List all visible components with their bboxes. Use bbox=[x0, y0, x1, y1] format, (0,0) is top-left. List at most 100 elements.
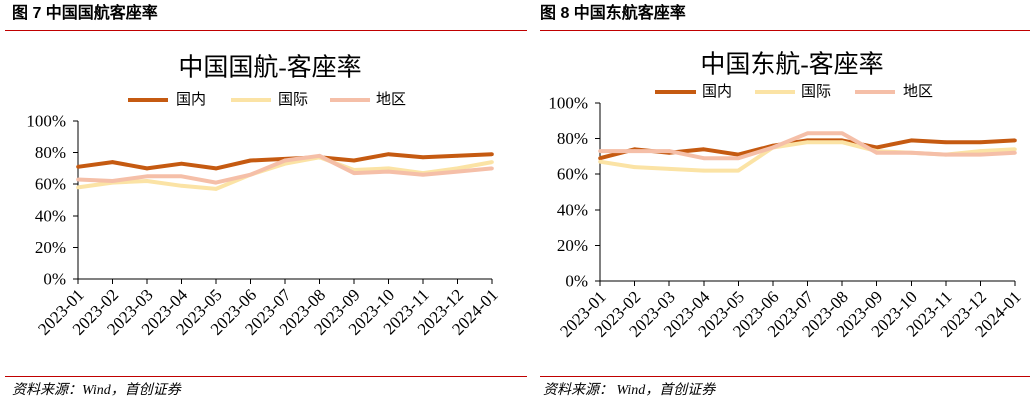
chart-china-eastern-load-factor: 中国东航-客座率 国内 国际 地区 0%20%40%60%80%100%2023… bbox=[548, 51, 1024, 341]
data-point-international bbox=[386, 166, 391, 171]
data-point-regional bbox=[736, 156, 741, 160]
series-regional bbox=[598, 131, 1017, 161]
data-point-regional bbox=[978, 152, 983, 157]
source-note: 资料来源： Wind，首创证券 bbox=[543, 383, 716, 398]
data-point-regional bbox=[1013, 151, 1017, 155]
chart-air-china-load-factor: 中国国航-客座率 国内 国际 地区 0%20%40%60%80%100%2023… bbox=[26, 54, 501, 339]
data-point-domestic bbox=[455, 154, 460, 158]
source-note: 资料来源：Wind，首创证券 bbox=[12, 383, 181, 398]
data-point-domestic bbox=[214, 166, 218, 171]
data-point-international bbox=[840, 140, 844, 144]
legend: 国内 国际 地区 bbox=[655, 83, 933, 100]
legend-item-international: 国际 bbox=[755, 83, 831, 100]
data-point-regional bbox=[421, 172, 425, 177]
chart-title: 中国东航-客座率 bbox=[700, 51, 883, 79]
caption-rule bbox=[540, 30, 1030, 31]
data-point-regional bbox=[352, 171, 356, 175]
data-point-international bbox=[805, 140, 810, 144]
data-point-regional bbox=[455, 169, 460, 174]
series-regional bbox=[76, 153, 494, 185]
series-line-regional bbox=[600, 131, 1016, 161]
data-point-regional bbox=[632, 149, 637, 153]
figure-8-panel: 图 8 中国东航客座率 中国东航-客座率 国内 国际 地区 0% 20% 40% 60… bbox=[532, 0, 1032, 405]
data-point-regional bbox=[805, 131, 810, 136]
legend-item-domestic: 国内 bbox=[655, 83, 732, 100]
data-point-international bbox=[179, 184, 184, 188]
data-point-domestic bbox=[909, 138, 914, 143]
data-point-international bbox=[667, 167, 671, 171]
legend-label-domestic: 国内 bbox=[176, 91, 206, 108]
data-point-domestic bbox=[145, 166, 149, 171]
data-point-regional bbox=[598, 149, 602, 153]
legend-label-regional: 地区 bbox=[903, 83, 933, 100]
figure-caption: 图 8 中国东航客座率 bbox=[540, 5, 686, 22]
legend-label-international: 国际 bbox=[278, 91, 308, 108]
data-point-international bbox=[490, 160, 494, 164]
caption-rule bbox=[5, 30, 527, 31]
y-tick-label: 60% bbox=[557, 165, 588, 184]
plot-series bbox=[76, 152, 494, 191]
data-point-regional bbox=[179, 174, 184, 179]
y-tick-label: 0% bbox=[43, 270, 66, 289]
figure-caption: 图 7 中国国航客座率 bbox=[12, 5, 158, 22]
data-point-international bbox=[978, 149, 983, 153]
source-rule bbox=[540, 376, 1030, 377]
data-point-domestic bbox=[702, 147, 706, 152]
data-point-domestic bbox=[76, 165, 80, 169]
legend-item-international: 国际 bbox=[231, 91, 308, 108]
data-point-regional bbox=[386, 169, 391, 174]
axes: 0%20%40%60%80%100%2023-012023-022023-032… bbox=[26, 112, 501, 339]
legend: 国内 国际 地区 bbox=[128, 91, 406, 108]
data-point-domestic bbox=[110, 160, 115, 164]
data-point-international bbox=[702, 168, 706, 173]
data-point-international bbox=[1013, 147, 1017, 152]
data-point-domestic bbox=[386, 152, 391, 156]
data-point-domestic bbox=[421, 155, 425, 160]
axes: 0%20%40%60%80%100%2023-012023-022023-032… bbox=[548, 94, 1024, 341]
data-point-international bbox=[598, 159, 602, 164]
data-point-international bbox=[145, 179, 149, 183]
data-point-regional bbox=[874, 151, 879, 155]
data-point-domestic bbox=[874, 145, 879, 150]
figure-7-panel: 图 7 中国国航客座率 中国国航-客座率 国内 国际 地区 0% 20% 40% 60… bbox=[5, 5, 527, 398]
legend-item-domestic: 国内 bbox=[128, 91, 206, 108]
data-point-international bbox=[455, 166, 460, 171]
y-tick-label: 20% bbox=[35, 238, 66, 257]
data-point-regional bbox=[214, 180, 218, 185]
data-point-domestic bbox=[179, 161, 184, 166]
chart-title: 中国国航-客座率 bbox=[178, 54, 361, 82]
y-tick-label: 100% bbox=[548, 94, 588, 113]
data-point-regional bbox=[667, 149, 671, 153]
y-tick-label: 80% bbox=[557, 129, 588, 148]
y-tick-label: 0% bbox=[565, 272, 588, 291]
data-point-regional bbox=[248, 172, 253, 177]
y-tick-label: 60% bbox=[35, 175, 66, 194]
y-tick-label: 80% bbox=[35, 143, 66, 162]
data-point-international bbox=[76, 185, 80, 190]
legend-label-regional: 地区 bbox=[376, 91, 406, 108]
data-point-international bbox=[214, 187, 218, 191]
data-point-regional bbox=[944, 152, 948, 157]
data-point-domestic bbox=[736, 152, 741, 157]
legend-label-international: 国际 bbox=[801, 83, 831, 100]
data-point-regional bbox=[909, 151, 914, 155]
data-point-domestic bbox=[1013, 138, 1017, 143]
data-point-international bbox=[736, 168, 741, 173]
data-point-regional bbox=[317, 154, 322, 158]
data-point-regional bbox=[490, 166, 494, 171]
data-point-regional bbox=[76, 177, 80, 182]
data-point-domestic bbox=[944, 140, 948, 144]
y-tick-label: 100% bbox=[26, 112, 66, 131]
data-point-regional bbox=[702, 156, 706, 160]
plot-series bbox=[598, 131, 1017, 173]
legend-item-regional: 地区 bbox=[855, 83, 933, 100]
data-point-international bbox=[632, 165, 637, 169]
data-point-regional bbox=[771, 145, 775, 150]
legend-item-regional: 地区 bbox=[330, 91, 406, 108]
data-point-domestic bbox=[352, 158, 356, 163]
data-point-regional bbox=[110, 179, 115, 183]
data-point-domestic bbox=[490, 152, 494, 156]
data-point-regional bbox=[145, 174, 149, 179]
y-tick-label: 40% bbox=[35, 206, 66, 225]
data-point-domestic bbox=[978, 140, 983, 144]
